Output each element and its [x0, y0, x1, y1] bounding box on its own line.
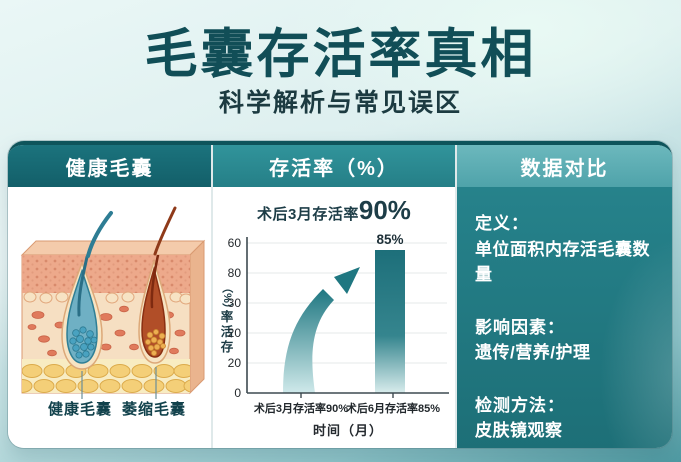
healthy-follicle-label: 健康毛囊	[48, 400, 112, 418]
atrophied-follicle	[138, 255, 171, 364]
survival-rate-chart: 85% 60 80 30 20 20 0 术后3月存活率90% 术后6月存活率8…	[228, 232, 449, 438]
y-axis-label: （%）率活存	[220, 282, 234, 354]
chart-panel-body: 术后3月存活率90% （%）率活存	[213, 187, 455, 448]
comparison-panel-body: 定义： 单位面积内存活毛囊数量 影响因素： 遗传/营养/护理 检测方法： 皮肤镜…	[457, 187, 672, 448]
page-subtitle: 科学解析与常见误区	[218, 89, 462, 117]
anatomy-panel-body: 健康毛囊 萎缩毛囊	[8, 187, 211, 448]
x-category-1: 术后3月存活率90%	[253, 401, 348, 415]
growth-arrowhead	[334, 267, 360, 294]
skin-layers	[22, 255, 190, 393]
growth-swoosh	[283, 289, 334, 393]
content-card: 健康毛囊 存活率（%） 数据对比	[8, 141, 672, 448]
y-tick-3: 20	[228, 326, 242, 340]
method-title: 检测方法：	[475, 395, 565, 415]
y-tick-5: 0	[234, 386, 241, 400]
anatomy-panel-header: 健康毛囊	[8, 145, 211, 187]
page-title: 毛囊存活率真相	[144, 25, 537, 84]
comparison-panel-header: 数据对比	[457, 145, 672, 187]
bar-value-label: 85%	[376, 232, 403, 247]
y-tick-4: 20	[228, 356, 242, 370]
x-axis-title: 时间（月）	[313, 423, 383, 438]
factors-title: 影响因素：	[475, 317, 565, 337]
follicle-anatomy-illustration: 健康毛囊 萎缩毛囊	[20, 206, 206, 418]
y-tick-2: 30	[228, 296, 242, 310]
x-category-2: 术后6月存活率85%	[345, 401, 440, 415]
annotation-value: 90%	[358, 195, 411, 225]
method-section: 检测方法： 皮肤镜观察	[475, 393, 660, 444]
definition-body: 单位面积内存活毛囊数量	[475, 239, 650, 285]
gridlines	[247, 242, 447, 364]
atrophied-hair-shaft	[153, 206, 177, 256]
y-tick-0: 60	[228, 236, 242, 250]
annotation-prefix: 术后3月存活率	[257, 206, 359, 223]
factors-body: 遗传/营养/护理	[475, 343, 591, 362]
method-body: 皮肤镜观察	[475, 421, 563, 440]
factors-section: 影响因素： 遗传/营养/护理	[475, 315, 660, 366]
skin-top-face	[20, 240, 206, 256]
chart-annotation: 术后3月存活率90%	[213, 195, 455, 226]
healthy-follicle	[61, 255, 103, 370]
definition-section: 定义： 单位面积内存活毛囊数量	[475, 211, 660, 288]
atrophied-follicle-label: 萎缩毛囊	[121, 400, 186, 418]
survival-bar	[375, 250, 405, 393]
skin-side-face	[189, 239, 205, 395]
y-tick-1: 80	[228, 266, 242, 280]
definition-title: 定义：	[475, 214, 529, 233]
chart-panel-header: 存活率（%）	[213, 145, 455, 187]
healthy-hair-shaft	[86, 211, 113, 258]
